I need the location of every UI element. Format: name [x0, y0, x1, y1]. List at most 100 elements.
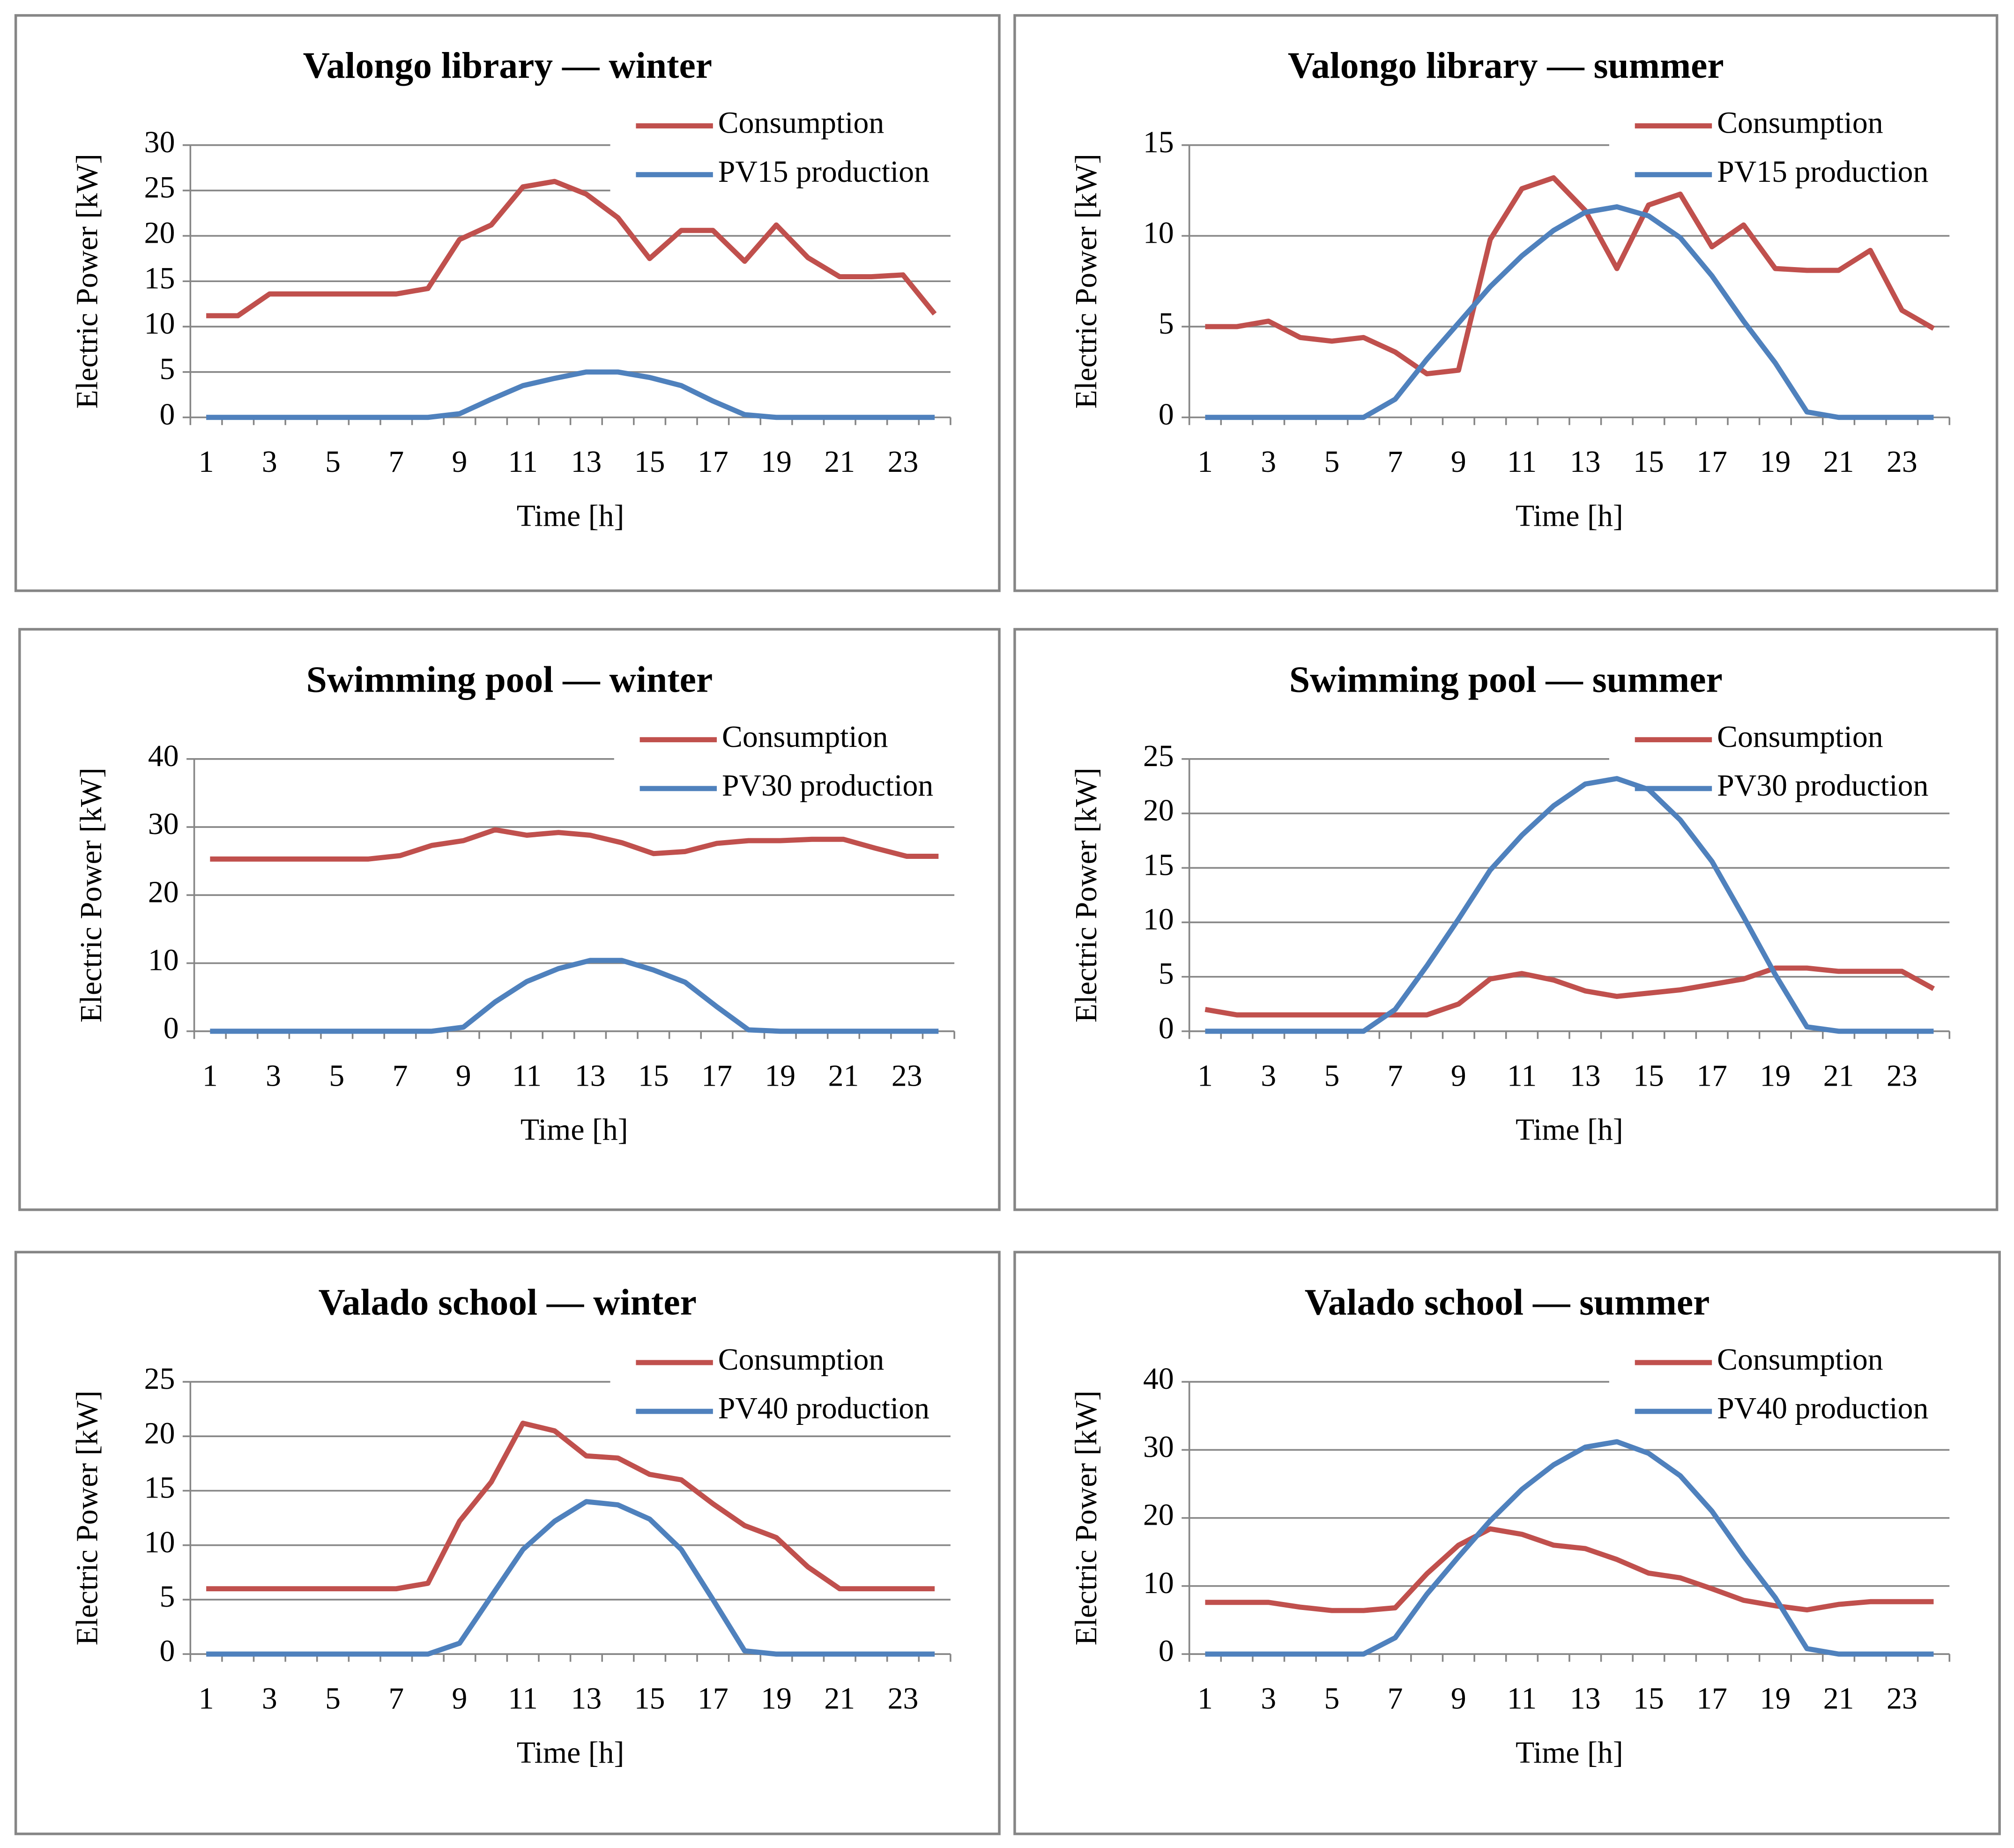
x-axis-title: Time [h] — [1516, 499, 1623, 533]
y-tick-label: 5 — [1159, 957, 1174, 991]
y-axis-title: Electric Power [kW] — [1069, 768, 1103, 1022]
x-axis-title: Time [h] — [517, 1736, 624, 1770]
y-tick-label: 15 — [1143, 848, 1174, 882]
x-tick-label: 9 — [456, 1058, 471, 1093]
x-tick-label: 7 — [1388, 1682, 1403, 1716]
x-axis-title: Time [h] — [517, 499, 624, 533]
x-tick-label: 11 — [1507, 445, 1537, 479]
chart-panel: Valongo library — winter Time [h] Electric… — [14, 14, 1001, 592]
chart-panel: Valado school — summer Time [h] Electric P… — [1013, 1251, 2001, 1835]
x-tick-label: 13 — [575, 1058, 606, 1093]
chart-panel: Swimming pool — summer Time [h] Electric P… — [1013, 628, 1999, 1211]
x-tick-label: 17 — [1696, 1058, 1727, 1093]
chart-panel: Valongo library — summer Time [h] Electric… — [1013, 14, 1999, 592]
panel-border — [18, 628, 1001, 1211]
y-tick-label: 0 — [160, 397, 175, 432]
x-tick-label: 9 — [452, 1682, 468, 1716]
x-tick-label: 7 — [1388, 445, 1403, 479]
y-tick-label: 10 — [144, 306, 175, 341]
legend-label: Consumption — [1717, 106, 1883, 140]
x-tick-label: 21 — [824, 1682, 855, 1716]
x-tick-label: 15 — [1633, 445, 1664, 479]
chart-title: Swimming pool — winter — [306, 659, 713, 700]
x-tick-label: 9 — [1451, 1058, 1466, 1093]
x-tick-label: 21 — [828, 1058, 859, 1093]
chart-title: Valado school — summer — [1305, 1282, 1710, 1323]
legend-label: Consumption — [1717, 1342, 1883, 1377]
x-tick-label: 17 — [698, 1682, 728, 1716]
x-tick-label: 21 — [1823, 445, 1854, 479]
x-tick-label: 13 — [1570, 1058, 1601, 1093]
x-tick-label: 19 — [1760, 1058, 1791, 1093]
y-axis-title: Electric Power [kW] — [70, 154, 104, 409]
legend-label: PV30 production — [722, 768, 933, 803]
x-tick-label: 23 — [1887, 1682, 1917, 1716]
y-tick-label: 25 — [144, 1362, 175, 1396]
x-tick-label: 3 — [266, 1058, 281, 1093]
y-axis-title: Electric Power [kW] — [1069, 1391, 1103, 1646]
y-tick-label: 40 — [148, 739, 179, 773]
x-tick-label: 15 — [634, 1682, 665, 1716]
y-tick-label: 0 — [163, 1011, 179, 1045]
x-tick-label: 11 — [512, 1058, 542, 1093]
y-tick-label: 5 — [1159, 306, 1174, 341]
legend-label: Consumption — [722, 720, 888, 754]
x-tick-label: 5 — [1324, 445, 1339, 479]
y-axis-title: Electric Power [kW] — [70, 1391, 104, 1646]
series-line — [206, 179, 937, 319]
x-axis-title: Time [h] — [520, 1112, 628, 1147]
chart-title: Valongo library — summer — [1288, 45, 1724, 86]
chart-panel: Valado school — winter Time [h] Electric P… — [14, 1251, 1001, 1835]
x-tick-label: 3 — [1261, 1682, 1276, 1716]
y-axis-title: Electric Power [kW] — [74, 768, 108, 1022]
y-tick-label: 10 — [1143, 216, 1174, 250]
legend-label: PV15 production — [1717, 155, 1928, 189]
y-tick-label: 20 — [148, 875, 179, 909]
x-tick-label: 3 — [262, 1682, 277, 1716]
x-tick-label: 1 — [1197, 1682, 1213, 1716]
y-tick-label: 10 — [1143, 1566, 1174, 1600]
x-tick-label: 1 — [1197, 1058, 1213, 1093]
series-line — [1205, 776, 1934, 1034]
y-tick-label: 40 — [1143, 1362, 1174, 1396]
x-tick-label: 9 — [1451, 445, 1466, 479]
y-axis-title: Electric Power [kW] — [1069, 154, 1103, 409]
y-tick-label: 0 — [1159, 1011, 1174, 1045]
x-tick-label: 7 — [393, 1058, 408, 1093]
chart-title: Swimming pool — summer — [1289, 659, 1723, 700]
x-tick-label: 7 — [388, 1682, 404, 1716]
x-tick-label: 13 — [571, 1682, 602, 1716]
y-tick-label: 25 — [1143, 739, 1174, 773]
x-tick-label: 17 — [698, 445, 728, 479]
series-line — [1205, 204, 1934, 420]
x-tick-label: 5 — [325, 445, 341, 479]
series-line — [1205, 175, 1935, 377]
x-tick-label: 11 — [508, 1682, 538, 1716]
x-tick-label: 7 — [388, 445, 404, 479]
y-tick-label: 20 — [1143, 1498, 1174, 1532]
series-line — [206, 1420, 935, 1592]
x-tick-label: 13 — [1570, 445, 1601, 479]
x-tick-label: 5 — [1324, 1058, 1339, 1093]
y-tick-label: 5 — [160, 1580, 175, 1614]
chart-title: Valado school — winter — [319, 1282, 697, 1323]
legend-label: PV30 production — [1717, 768, 1928, 803]
chart-panel: Swimming pool — winter Time [h] Electric P… — [18, 628, 1001, 1211]
y-tick-label: 15 — [1143, 125, 1174, 159]
x-tick-label: 23 — [892, 1058, 922, 1093]
x-tick-label: 3 — [1261, 1058, 1276, 1093]
x-tick-label: 15 — [1633, 1058, 1664, 1093]
y-tick-label: 15 — [144, 1471, 175, 1505]
x-tick-label: 19 — [761, 445, 792, 479]
x-tick-label: 3 — [1261, 445, 1276, 479]
x-axis-title: Time [h] — [1516, 1112, 1623, 1147]
x-tick-label: 11 — [1507, 1058, 1537, 1093]
y-tick-label: 10 — [148, 943, 179, 977]
panel-border — [1013, 14, 1999, 592]
y-tick-label: 20 — [144, 216, 175, 250]
y-tick-label: 5 — [160, 352, 175, 386]
x-tick-label: 11 — [1507, 1682, 1537, 1716]
x-tick-label: 5 — [325, 1682, 341, 1716]
series-line — [210, 827, 939, 862]
